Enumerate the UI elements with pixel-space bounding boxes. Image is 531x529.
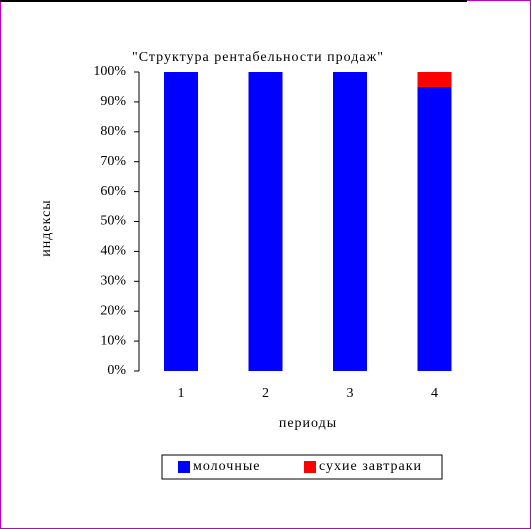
legend [161,454,443,480]
y-tick-label: 50% [100,214,126,229]
y-tick-label: 80% [100,124,126,139]
y-tick-label: 30% [100,274,126,289]
bar-segment [248,72,283,371]
y-tick-label: 100% [93,64,126,79]
chart-title: "Структура рентабельности продаж" [132,50,384,65]
bar-segment [417,86,452,371]
bar-segment [417,72,452,87]
legend-swatch [304,461,316,473]
y-tick-label: 20% [100,303,126,318]
legend-label: сухие завтраки [319,459,422,474]
x-tick-label: 1 [178,386,185,401]
y-tick-label: 60% [100,184,126,199]
bar-segment [333,72,367,371]
x-tick-label: 2 [262,386,269,401]
legend-swatch [178,461,190,473]
y-axis-label: индексы [39,199,54,256]
y-tick-label: 10% [100,333,126,348]
legend-label: молочные [193,459,260,474]
bar-segment [164,72,198,371]
y-tick-label: 90% [100,94,126,109]
x-axis-label: периоды [279,416,337,431]
y-tick-label: 70% [100,154,126,169]
x-tick-label: 4 [431,386,438,401]
x-tick-label: 3 [347,386,354,401]
y-tick-label: 0% [107,363,126,378]
y-tick-label: 40% [100,244,126,259]
